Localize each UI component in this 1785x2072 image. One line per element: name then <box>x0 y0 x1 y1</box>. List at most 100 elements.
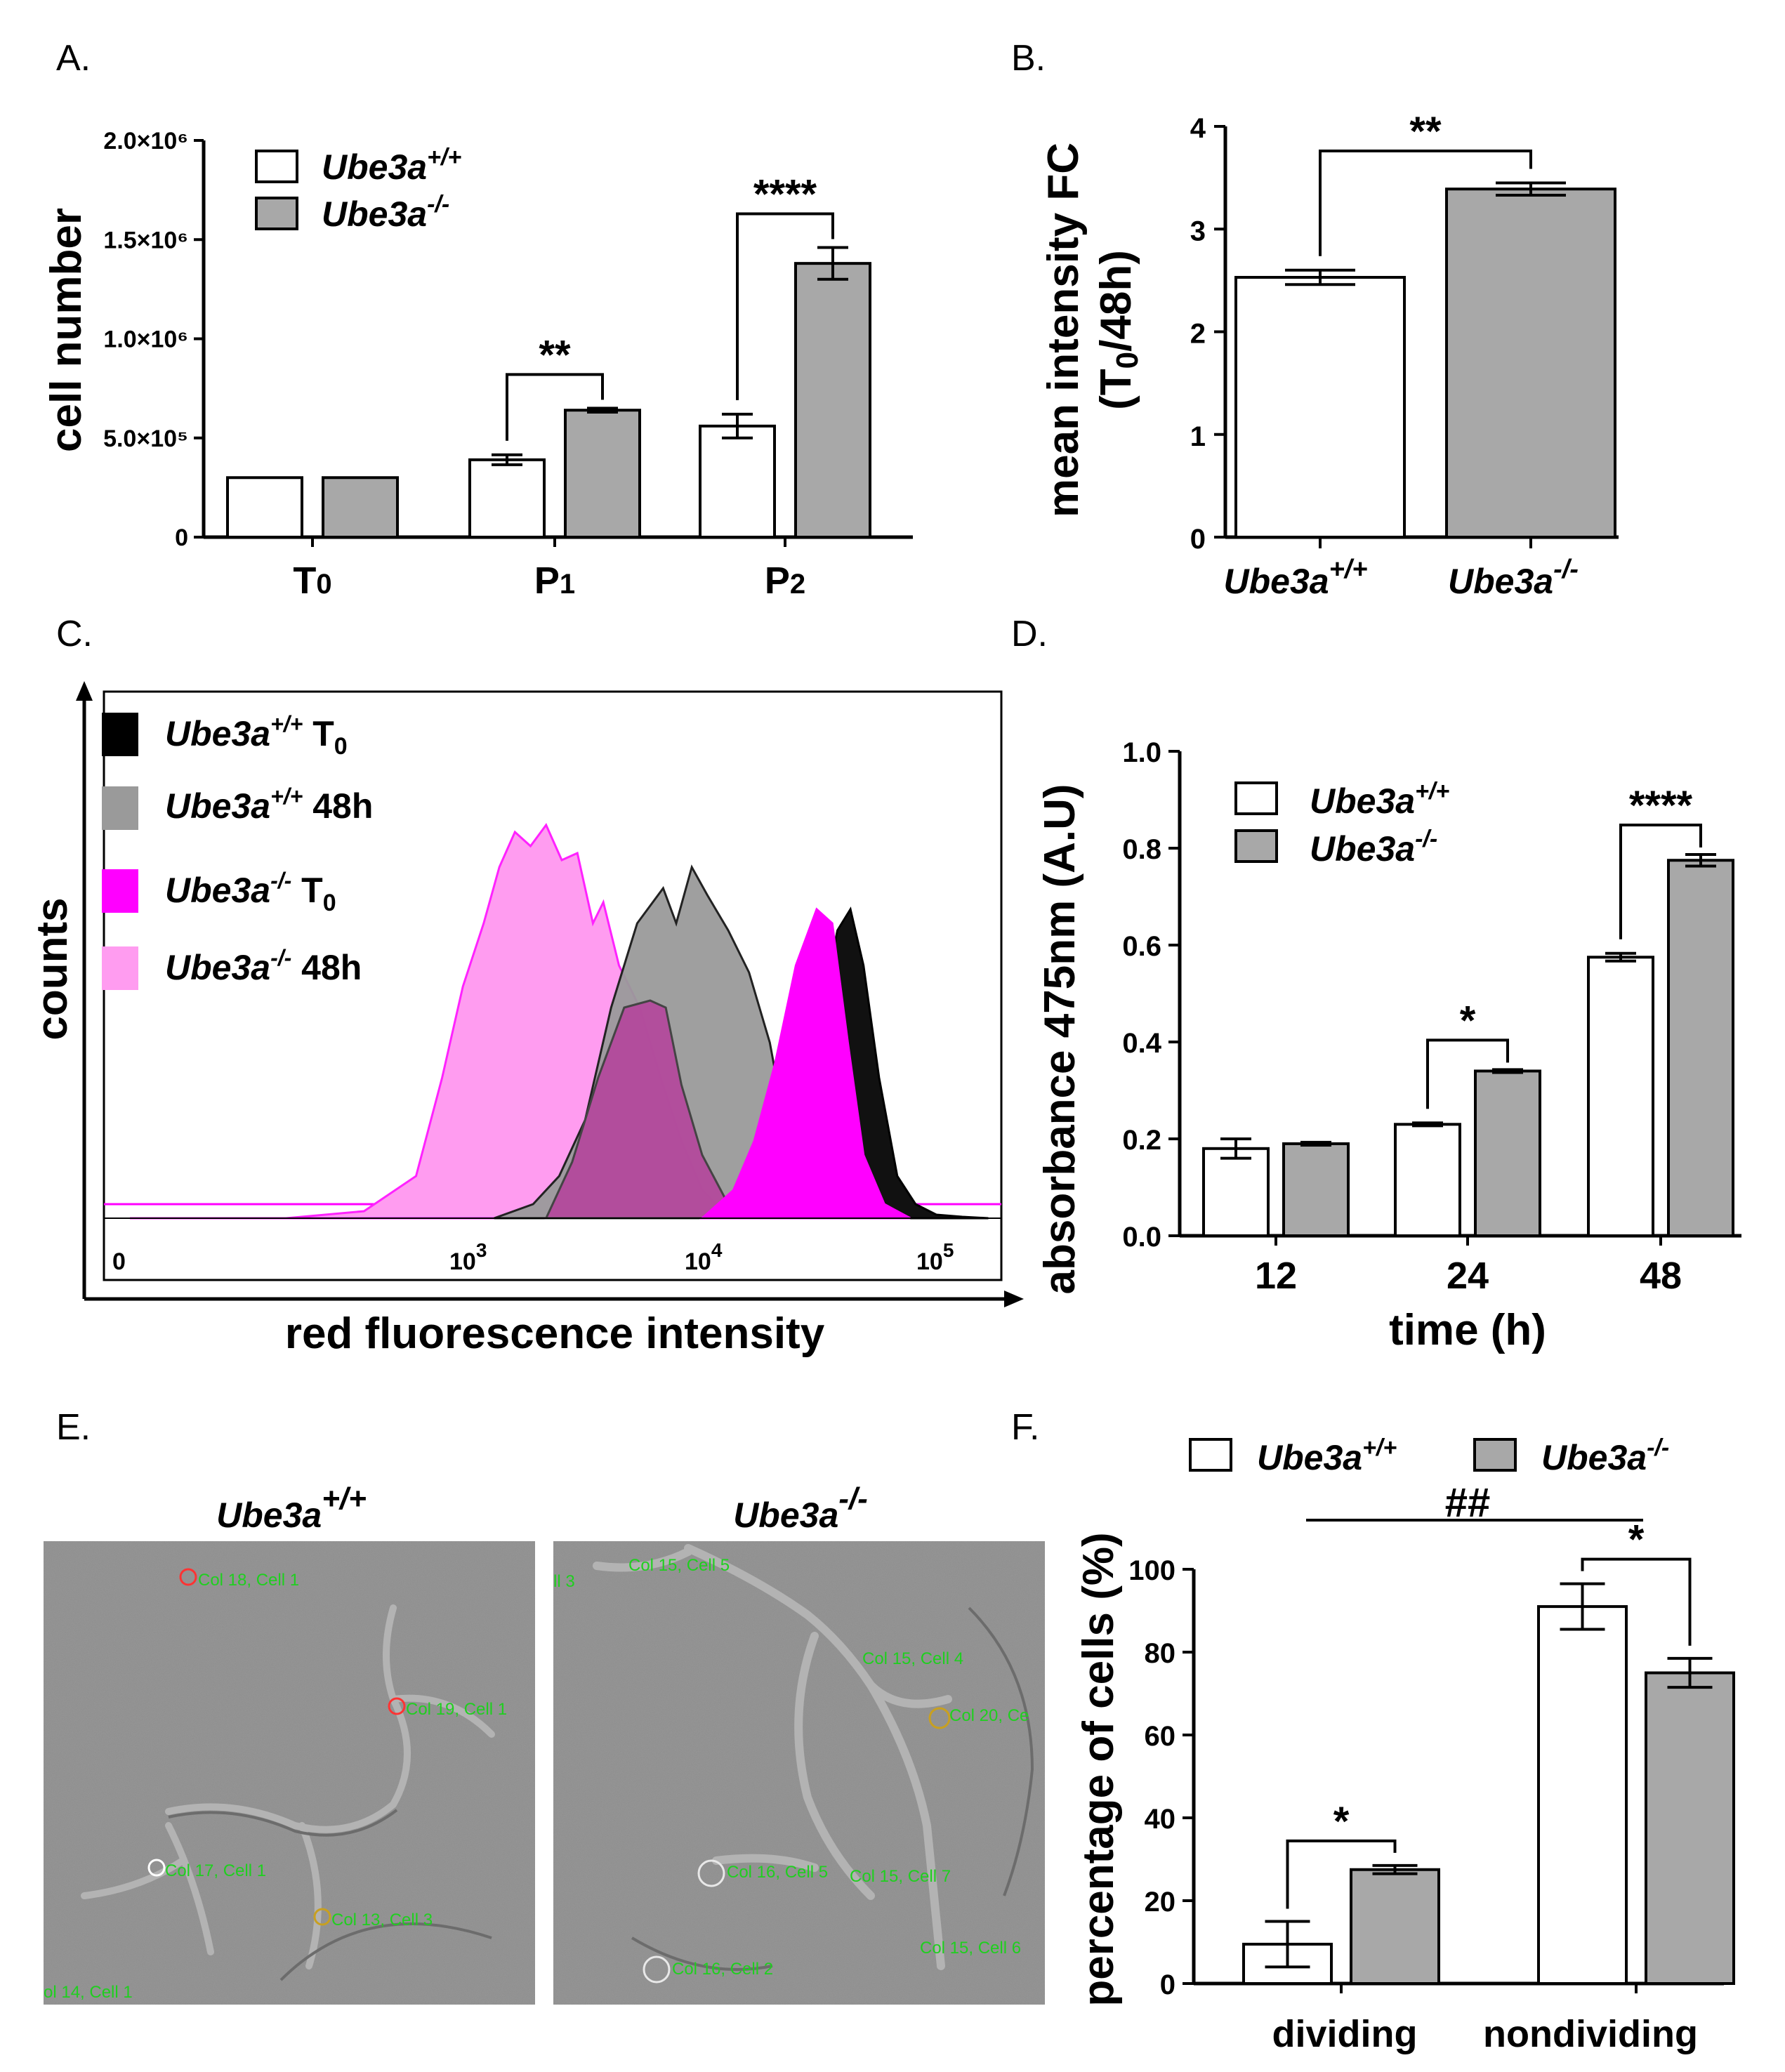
chart-f-legend-swatch-ko <box>1473 1438 1517 1472</box>
chart-c-x-arrow <box>1004 1291 1024 1307</box>
chart-c-ylabel: counts <box>28 897 77 1040</box>
micrograph-wt-marker-1 <box>179 1568 197 1586</box>
micrograph-wt-grain <box>44 1541 535 2005</box>
chart-f-bar-Ube3a-/--dividing <box>1350 1868 1440 1985</box>
chart-c-legend-swatch-1 <box>102 713 138 756</box>
chart-f-legend: Ube3a+/+ Ube3a-/- <box>1189 1434 1669 1477</box>
chart-d-bar-Ube3a+/+-12 <box>1202 1147 1270 1238</box>
chart-c-legend-swatch-2 <box>102 786 138 830</box>
chart-f-legend-label-ko: Ube3a-/- <box>1541 1434 1669 1477</box>
chart-f-legend-swatch-wt <box>1189 1438 1232 1472</box>
chart-a-sig-1-bracket <box>736 212 834 400</box>
chart-c-legend-label-2: Ube3a+/+ 48h <box>165 784 373 826</box>
chart-f: percentage of cells (%) 0 20 40 60 80 100 divi… <box>1074 1434 1735 2055</box>
chart-f-ylabel: percentage of cells (%) <box>1074 1532 1123 2006</box>
micrograph-panel: Ube3a+/+ Ube3a-/- Col 18, Cell 1 Col 19, <box>44 1482 1045 2005</box>
chart-a-bar-Ube3a+/+-P1 <box>468 458 546 539</box>
chart-f-bar-Ube3a-/--nondividing <box>1645 1671 1735 1985</box>
chart-f-sig-1-label: * <box>1628 1517 1645 1563</box>
micrograph-ko-edges <box>631 1606 1034 1971</box>
chart-c-legend: Ube3a+/+ T0 Ube3a+/+ 48h Ube3a-/- T0 Ube… <box>102 711 373 990</box>
chart-a-ytick-label-0: 0 <box>175 524 188 551</box>
micrograph-wt-annotation-1: Col 18, Cell 1 <box>198 1571 299 1590</box>
chart-a-sig-1-label: **** <box>753 172 817 218</box>
chart-d-sig-0-bracket <box>1426 1038 1509 1109</box>
micrograph-wt-cells <box>81 1604 495 1969</box>
chart-a-ytick-label-2: 1.0×10⁶ <box>103 326 188 353</box>
chart-d-legend-label-wt: Ube3a+/+ <box>1310 778 1449 821</box>
chart-b-ytick-label-1: 1 <box>1190 421 1206 452</box>
micrograph-wt: Col 18, Cell 1 Col 19, Cell 1 Col 17, Ce… <box>44 1541 535 2005</box>
chart-b-ytick-label-3: 3 <box>1190 216 1206 246</box>
legend-swatch-wt <box>255 150 298 183</box>
chart-a-cat-t0: T0 <box>293 560 331 602</box>
chart-b-bar-Ube3a+/+ <box>1234 275 1406 539</box>
chart-d-bar-Ube3a+/+-24 <box>1394 1123 1461 1238</box>
chart-d-legend-swatch-ko <box>1234 829 1278 863</box>
chart-f-ytick-label-4: 80 <box>1145 1638 1176 1669</box>
micrograph-wt-marker-2 <box>388 1697 406 1715</box>
chart-a-sig-0-bracket <box>506 373 604 441</box>
chart-b-sig-bracket <box>1319 150 1532 256</box>
micrograph-title-wt: Ube3a+/+ <box>216 1482 367 1535</box>
chart-d-ytick-label-0: 0.0 <box>1122 1222 1161 1253</box>
micrograph-ko-marker-1 <box>697 1859 725 1887</box>
micrograph-wt-marker-3 <box>147 1859 166 1877</box>
chart-d-legend-swatch-wt <box>1234 781 1278 815</box>
chart-a-bar-Ube3a-/--P1 <box>564 409 641 539</box>
chart-a: cell number 0 5.0×10⁵ 1.0×10⁶ 1.5×10⁶ 2.0×10… <box>42 128 913 602</box>
micrograph-ko-marker-2 <box>643 1955 671 1984</box>
chart-d-xtick-label-0: 12 <box>1255 1255 1297 1297</box>
panel-label-a: A. <box>56 38 91 79</box>
micrograph-ko-marker-3 <box>928 1707 951 1729</box>
chart-a-ytick-label-3: 1.5×10⁶ <box>103 227 188 253</box>
micrograph-ko-annotation-5: Col 16, Cell 5 <box>727 1863 828 1882</box>
chart-f-ytick-label-2: 40 <box>1145 1804 1176 1835</box>
chart-c-legend-label-4: Ube3a-/- 48h <box>165 945 362 987</box>
chart-d: absorbance 475nm (A.U) time (h) 0.0 0.2 0.… <box>1036 737 1741 1354</box>
chart-d-ytick-label-3: 0.6 <box>1122 931 1161 962</box>
chart-d-sig-1-bracket <box>1619 823 1702 939</box>
chart-d-legend-label-ko: Ube3a-/- <box>1310 826 1437 869</box>
chart-a-ylabel: cell number <box>42 208 91 452</box>
chart-f-ytick-label-3: 60 <box>1145 1721 1176 1752</box>
chart-c-xlabel: red fluorescence intensity <box>285 1309 825 1358</box>
chart-c-legend-swatch-3 <box>102 869 138 913</box>
chart-d-xtick-label-1: 24 <box>1447 1255 1489 1297</box>
chart-a-bar-Ube3a+/+-P2 <box>699 424 776 539</box>
chart-c-xtick-label-3: 105 <box>916 1239 954 1275</box>
micrograph-ko-annotation-3: Col 15, Cell 4 <box>862 1649 963 1668</box>
micrograph-wt-annotation-3: Col 17, Cell 1 <box>165 1861 266 1880</box>
micrograph-ko-annotation-8: Col 15, Cell 6 <box>920 1939 1021 1958</box>
chart-a-bar-Ube3a-/--T0 <box>322 476 399 539</box>
chart-b-sig-label: ** <box>1409 109 1442 154</box>
chart-b-cat-ko: Ube3a-/- <box>1448 555 1579 601</box>
chart-d-ytick-label-5: 1.0 <box>1122 737 1161 768</box>
micrograph-wt-annotation-4: Col 13, Cell 3 <box>331 1911 433 1929</box>
chart-f-ytick-label-0: 0 <box>1160 1969 1175 2000</box>
chart-c-xtick-label-0: 0 <box>112 1248 126 1275</box>
panel-label-f: F. <box>1011 1407 1039 1448</box>
chart-f-xtick-label-1: nondividing <box>1483 2013 1698 2055</box>
chart-a-ytick-label-1: 5.0×10⁵ <box>103 425 188 452</box>
micrograph-ko-annotation-7: Col 16, Cell 2 <box>672 1960 773 1979</box>
chart-a-legend: Ube3a+/+ Ube3a-/- <box>255 144 461 234</box>
micrograph-ko-annotation-2: ll 3 <box>553 1572 575 1591</box>
chart-d-sig-1-label: **** <box>1629 783 1693 829</box>
chart-b-ytick-label-2: 2 <box>1190 319 1206 350</box>
chart-f-xtick-label-0: dividing <box>1272 2013 1418 2055</box>
chart-b-ytick-label-4: 4 <box>1190 113 1206 144</box>
panel-label-b: B. <box>1011 38 1046 79</box>
chart-d-ytick-label-2: 0.4 <box>1122 1028 1161 1059</box>
chart-c-y-arrow <box>76 681 93 701</box>
chart-d-bar-Ube3a+/+-48 <box>1587 956 1654 1237</box>
chart-d-legend: Ube3a+/+ Ube3a-/- <box>1234 778 1449 869</box>
micrograph-ko-annotation-1: Col 15, Cell 5 <box>628 1556 730 1575</box>
chart-d-ylabel: absorbance 475nm (A.U) <box>1036 784 1084 1295</box>
micrograph-wt-marker-4 <box>313 1908 331 1926</box>
chart-b-cat-wt: Ube3a+/+ <box>1223 555 1367 601</box>
chart-a-cat-p2: P2 <box>765 560 805 602</box>
micrograph-ko: Col 15, Cell 5 ll 3 Col 15, Cell 4 Col 2… <box>553 1541 1045 2005</box>
chart-a-bar-Ube3a-/--P2 <box>794 262 871 539</box>
